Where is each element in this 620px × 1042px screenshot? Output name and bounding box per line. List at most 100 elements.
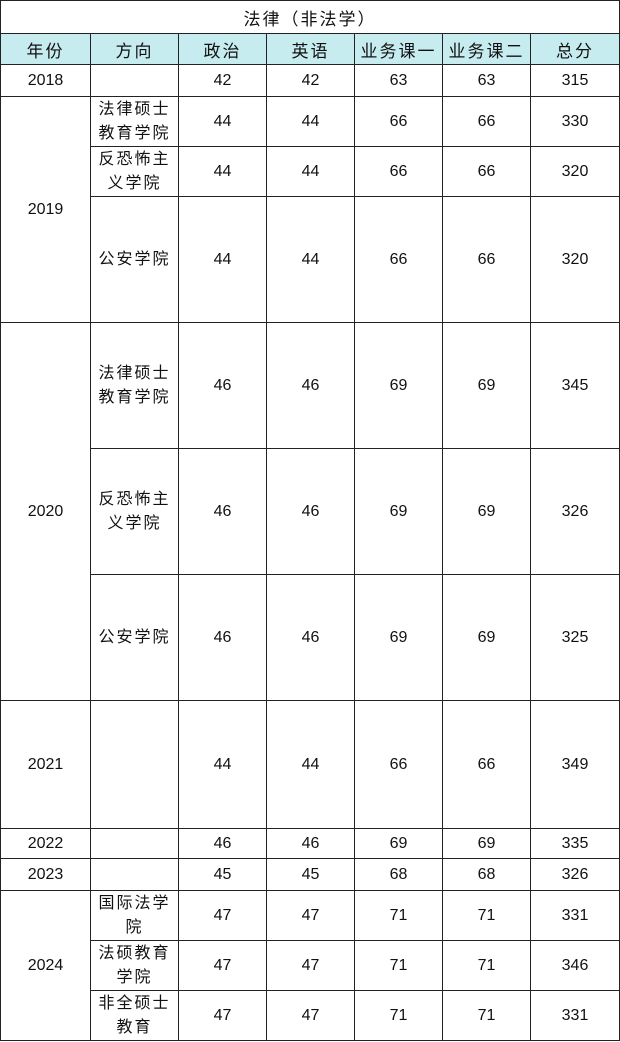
score-cell: 320 bbox=[529, 146, 620, 197]
table-title: 法律（非法学） bbox=[0, 0, 620, 34]
score-cell: 69 bbox=[354, 574, 443, 701]
score-cell: 69 bbox=[442, 448, 531, 575]
table-row: 2023 45 45 68 68 326 bbox=[0, 858, 620, 891]
score-cell: 345 bbox=[529, 322, 620, 449]
score-cell: 44 bbox=[178, 700, 267, 829]
score-cell: 69 bbox=[442, 574, 531, 701]
column-header: 英语 bbox=[266, 33, 355, 65]
score-cell: 47 bbox=[266, 990, 355, 1041]
year-cell: 2018 bbox=[0, 64, 91, 97]
table-row: 非全硕士教育 47 47 71 71 331 bbox=[1, 990, 620, 1041]
score-cell: 47 bbox=[178, 990, 267, 1041]
score-cell: 69 bbox=[354, 322, 443, 449]
score-cell: 71 bbox=[354, 890, 443, 941]
score-cell: 44 bbox=[266, 700, 355, 829]
direction-cell: 法律硕士教育学院 bbox=[90, 322, 179, 449]
score-cell: 71 bbox=[442, 990, 531, 1041]
direction-cell: 公安学院 bbox=[90, 574, 179, 701]
table-row: 2022 46 46 69 69 335 bbox=[0, 828, 620, 859]
score-cell: 66 bbox=[442, 96, 531, 147]
score-cell: 346 bbox=[529, 940, 620, 991]
direction-cell: 法律硕士教育学院 bbox=[90, 96, 179, 147]
column-header: 业务课二 bbox=[442, 33, 531, 65]
direction-cell: 反恐怖主义学院 bbox=[90, 146, 179, 197]
direction-cell bbox=[90, 858, 179, 891]
score-cell: 331 bbox=[529, 890, 620, 941]
score-cell: 326 bbox=[529, 448, 620, 575]
header-row: 年份 方向 政治 英语 业务课一 业务课二 总分 bbox=[0, 33, 620, 65]
score-cell: 66 bbox=[354, 96, 443, 147]
score-cell: 46 bbox=[178, 574, 267, 701]
score-cell: 44 bbox=[266, 96, 355, 147]
score-cell: 46 bbox=[178, 448, 267, 575]
score-cell: 66 bbox=[442, 700, 531, 829]
score-cell: 349 bbox=[529, 700, 620, 829]
score-cell: 330 bbox=[529, 96, 620, 147]
column-header: 总分 bbox=[529, 33, 620, 65]
year-cell: 2023 bbox=[0, 858, 91, 891]
score-cell: 44 bbox=[178, 96, 267, 147]
column-header: 业务课一 bbox=[354, 33, 443, 65]
direction-cell bbox=[90, 828, 179, 859]
score-cell: 47 bbox=[266, 890, 355, 941]
score-cell: 69 bbox=[354, 828, 443, 859]
direction-cell: 公安学院 bbox=[90, 196, 179, 323]
score-cell: 46 bbox=[266, 574, 355, 701]
score-cell: 69 bbox=[442, 828, 531, 859]
score-cell: 46 bbox=[266, 828, 355, 859]
column-header: 年份 bbox=[0, 33, 91, 65]
score-cell: 45 bbox=[266, 858, 355, 891]
direction-cell: 非全硕士教育 bbox=[90, 990, 179, 1041]
score-cell: 45 bbox=[178, 858, 267, 891]
score-cell: 71 bbox=[442, 940, 531, 991]
score-cell: 71 bbox=[442, 890, 531, 941]
score-cell: 331 bbox=[529, 990, 620, 1041]
score-cell: 66 bbox=[354, 700, 443, 829]
score-cell: 63 bbox=[354, 64, 443, 97]
year-cell: 2020 bbox=[0, 322, 91, 701]
year-cell: 2019 bbox=[0, 96, 91, 323]
score-cell: 46 bbox=[266, 322, 355, 449]
score-cell: 47 bbox=[178, 890, 267, 941]
score-cell: 46 bbox=[266, 448, 355, 575]
score-cell: 47 bbox=[178, 940, 267, 991]
score-cell: 66 bbox=[442, 146, 531, 197]
score-cell: 46 bbox=[178, 322, 267, 449]
column-header: 政治 bbox=[178, 33, 267, 65]
direction-cell: 反恐怖主义学院 bbox=[90, 448, 179, 575]
table-row: 2018 42 42 63 63 315 bbox=[0, 64, 620, 97]
score-cell: 68 bbox=[442, 858, 531, 891]
table-row: 2019 法律硕士教育学院 44 44 66 66 330 bbox=[0, 96, 620, 323]
score-cell: 66 bbox=[442, 196, 531, 323]
table-row: 2020 法律硕士教育学院 46 46 69 69 345 bbox=[0, 322, 620, 701]
score-cell: 325 bbox=[529, 574, 620, 701]
year-cell: 2024 bbox=[0, 890, 91, 1041]
score-cell: 71 bbox=[354, 990, 443, 1041]
score-cell: 46 bbox=[178, 828, 267, 859]
score-cell: 44 bbox=[266, 196, 355, 323]
score-cell: 326 bbox=[529, 858, 620, 891]
score-cell: 71 bbox=[354, 940, 443, 991]
score-cell: 335 bbox=[529, 828, 620, 859]
score-cell: 66 bbox=[354, 146, 443, 197]
score-cell: 44 bbox=[178, 146, 267, 197]
table-row: 2021 44 44 66 66 349 bbox=[0, 700, 620, 829]
score-cell: 69 bbox=[442, 322, 531, 449]
table-row: 公安学院 44 44 66 66 320 bbox=[1, 196, 620, 323]
direction-cell: 法硕教育学院 bbox=[90, 940, 179, 991]
table-row: 反恐怖主义学院 46 46 69 69 326 bbox=[1, 448, 620, 575]
score-cell: 63 bbox=[442, 64, 531, 97]
direction-cell bbox=[90, 700, 179, 829]
score-cell: 68 bbox=[354, 858, 443, 891]
direction-cell: 国际法学院 bbox=[90, 890, 179, 941]
table-body: 2018 42 42 63 63 315 2019 法律硕士教育学院 44 44 66 66 330 反恐… bbox=[0, 64, 620, 1041]
score-cell: 315 bbox=[529, 64, 620, 97]
table-row: 法硕教育学院 47 47 71 71 346 bbox=[1, 940, 620, 991]
year-cell: 2021 bbox=[0, 700, 91, 829]
column-header: 方向 bbox=[90, 33, 179, 65]
table-row: 2024 国际法学院 47 47 71 71 331 bbox=[0, 890, 620, 1041]
table-row: 公安学院 46 46 69 69 325 bbox=[1, 574, 620, 701]
score-cell: 66 bbox=[354, 196, 443, 323]
year-cell: 2022 bbox=[0, 828, 91, 859]
